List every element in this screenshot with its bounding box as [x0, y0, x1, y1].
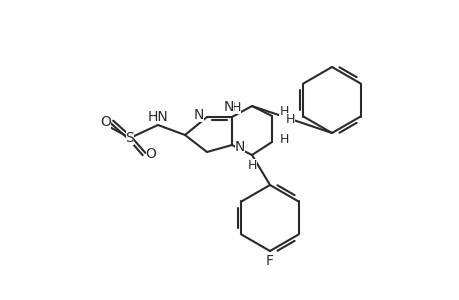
Text: HN: HN [147, 110, 168, 124]
Text: H: H [279, 133, 288, 146]
Text: H: H [279, 104, 288, 118]
Text: N: N [224, 100, 234, 114]
Text: S: S [125, 131, 134, 145]
Text: N: N [234, 140, 245, 154]
Text: H: H [285, 112, 294, 125]
Text: N: N [193, 108, 204, 122]
Text: F: F [265, 254, 274, 268]
Text: H: H [247, 158, 256, 172]
Text: O: O [145, 147, 156, 161]
Text: O: O [101, 115, 111, 129]
Text: H: H [231, 100, 240, 113]
